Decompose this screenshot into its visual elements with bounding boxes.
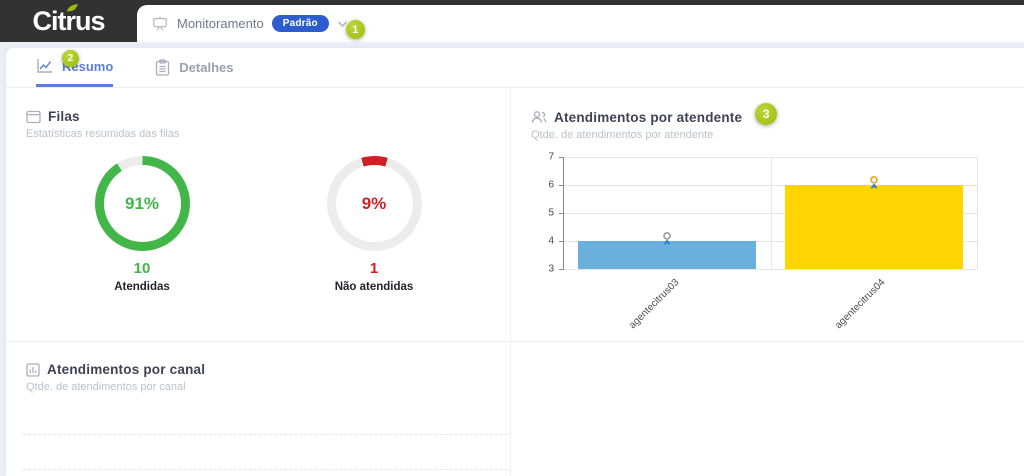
clipboard-icon bbox=[155, 59, 170, 76]
panel-canal: Atendimentos por canal Qtde. de atendime… bbox=[6, 342, 511, 476]
y-axis-tick: 5 bbox=[548, 207, 554, 219]
dashed-gridline bbox=[23, 434, 508, 435]
panel-subtitle-canal: Qtde. de atendimentos por canal bbox=[26, 381, 186, 393]
panel-subtitle-filas: Estatísticas resumidas das filas bbox=[26, 128, 180, 140]
canal-chart bbox=[23, 434, 508, 476]
logo-block[interactable]: Citrus bbox=[0, 0, 137, 42]
line-chart-icon bbox=[36, 58, 53, 74]
agent-person-icon bbox=[866, 175, 882, 195]
menu-label: Monitoramento bbox=[177, 16, 264, 31]
tab-detalhes-label: Detalhes bbox=[179, 60, 234, 75]
monitoramento-menu[interactable]: Monitoramento Padrão bbox=[151, 15, 348, 33]
people-icon bbox=[531, 110, 547, 124]
tab-detalhes[interactable]: Detalhes bbox=[155, 48, 234, 87]
chevron-down-icon bbox=[337, 20, 348, 28]
gridline bbox=[559, 269, 977, 270]
atendente-bar[interactable] bbox=[784, 175, 963, 269]
annotation-step-1[interactable]: 1 bbox=[345, 20, 365, 39]
panel-empty bbox=[511, 342, 1024, 476]
agent-person-icon bbox=[659, 231, 675, 251]
citrus-logo: Citrus bbox=[32, 3, 106, 37]
topbar: Citrus Monitoramento Padrão 1 bbox=[0, 0, 1024, 42]
panel-title-atendentes: Atendimentos por atendente bbox=[554, 109, 743, 125]
donut-nao-atendidas: 9% 1 Não atendidas bbox=[258, 156, 490, 293]
annotation-step-3[interactable]: 3 bbox=[755, 103, 778, 125]
annotation-step-2[interactable]: 2 bbox=[62, 50, 79, 67]
panel-subtitle-atendentes: Qtde. de atendimentos por atendente bbox=[531, 129, 714, 141]
menubar: Monitoramento Padrão 1 bbox=[137, 5, 1024, 42]
panel-title-canal: Atendimentos por canal bbox=[47, 362, 206, 377]
tab-resumo[interactable]: Resumo 2 bbox=[36, 48, 114, 87]
padrao-badge: Padrão bbox=[271, 15, 329, 32]
donut-atendidas: 91% 10 Atendidas bbox=[26, 156, 258, 293]
y-axis-tick: 6 bbox=[548, 179, 554, 191]
y-axis-tick: 3 bbox=[548, 263, 554, 275]
panel-filas: Filas Estatísticas resumidas das filas 9… bbox=[6, 89, 511, 342]
presentation-board-icon bbox=[151, 15, 169, 33]
queue-window-icon bbox=[26, 110, 41, 124]
main-card: Resumo 2 Detalhes Fila bbox=[6, 48, 1024, 476]
y-axis-tick: 7 bbox=[548, 151, 554, 163]
donut-label: Atendidas bbox=[114, 281, 170, 293]
donut-value: 10 bbox=[133, 260, 151, 277]
donut-percent: 91% bbox=[124, 193, 160, 213]
category-separator-line bbox=[770, 157, 772, 269]
donut-ring-atendidas: 91% bbox=[94, 156, 190, 251]
leaf-icon bbox=[67, 3, 79, 12]
bar-chart-box-icon bbox=[26, 362, 40, 377]
tabbar: Resumo 2 Detalhes bbox=[6, 48, 1024, 88]
donut-label: Não atendidas bbox=[334, 281, 414, 293]
dashboard-grid: Filas Estatísticas resumidas das filas 9… bbox=[6, 89, 1024, 476]
filas-donuts: 91% 10 Atendidas 9% 1 Não atendidas bbox=[26, 156, 490, 293]
donut-value: 1 bbox=[369, 260, 379, 277]
panel-atendentes: Atendimentos por atendente 3 Qtde. de at… bbox=[511, 89, 1024, 342]
donut-percent: 9% bbox=[361, 193, 387, 213]
y-axis-tick: 4 bbox=[548, 235, 554, 247]
donut-ring-nao-atendidas: 9% bbox=[326, 156, 422, 251]
dashed-gridline bbox=[23, 469, 508, 470]
panel-title-filas: Filas bbox=[48, 109, 80, 124]
atendente-bar[interactable] bbox=[578, 231, 757, 269]
